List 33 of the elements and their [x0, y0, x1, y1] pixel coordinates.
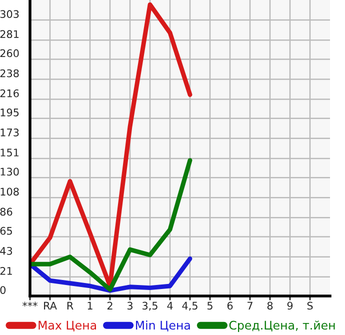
- x-tick-label: R: [67, 302, 74, 310]
- x-tick-label: 2: [107, 302, 112, 310]
- y-tick-label: 151: [0, 148, 19, 156]
- x-tick-label: 3: [127, 302, 132, 310]
- x-tick-label: 4: [167, 302, 173, 310]
- x-tick-label: 7: [248, 302, 252, 310]
- y-tick-label: 21: [0, 266, 12, 275]
- x-tick-label: S: [307, 302, 313, 310]
- y-tick-label: 195: [0, 108, 19, 116]
- y-tick-label: 108: [0, 188, 19, 196]
- y-tick-label: 130: [0, 168, 19, 176]
- y-tick-label: 260: [0, 49, 19, 58]
- y-tick-label: 43: [0, 246, 12, 255]
- x-tick-label: 3,5: [142, 302, 158, 311]
- legend-label: Min Цена: [136, 320, 190, 332]
- y-tick-label: 303: [0, 10, 19, 18]
- y-tick-label: 86: [0, 208, 12, 216]
- legend-label: Сред.Цена, т.йен: [229, 320, 335, 332]
- x-tick-label: 1: [88, 302, 92, 310]
- y-tick-label: 0: [0, 286, 6, 294]
- x-tick-label: 8: [267, 302, 273, 310]
- y-tick-label: 173: [0, 128, 19, 136]
- x-tick-label: RA: [44, 302, 57, 310]
- legend-label: Max Цена: [38, 320, 96, 332]
- x-tick-label: ***: [22, 302, 38, 306]
- x-tick-label: 4,5: [182, 302, 198, 311]
- x-tick-label: 9: [287, 302, 293, 310]
- x-tick-label: 5: [207, 302, 212, 310]
- y-tick-label: 216: [0, 89, 19, 98]
- y-tick-label: 65: [0, 226, 12, 235]
- y-tick-label: 281: [0, 30, 19, 38]
- y-tick-label: 238: [0, 69, 19, 78]
- x-tick-label: 6: [227, 302, 233, 310]
